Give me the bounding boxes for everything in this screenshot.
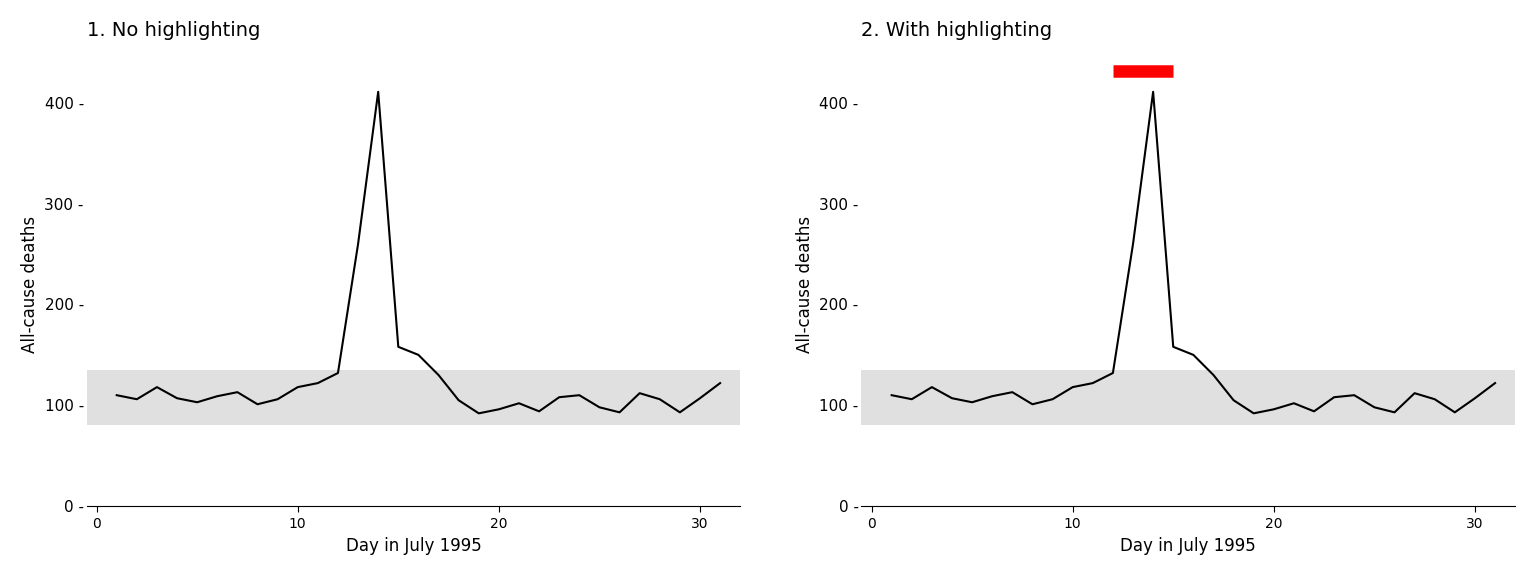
Text: 1. No highlighting: 1. No highlighting [86, 21, 260, 40]
Bar [862, 370, 1514, 426]
Y-axis label: All-cause deaths: All-cause deaths [22, 216, 38, 353]
X-axis label: Day in July 1995: Day in July 1995 [1120, 537, 1256, 555]
Text: 2. With highlighting: 2. With highlighting [862, 21, 1052, 40]
Bar [86, 370, 740, 426]
Y-axis label: All-cause deaths: All-cause deaths [796, 216, 814, 353]
X-axis label: Day in July 1995: Day in July 1995 [346, 537, 481, 555]
